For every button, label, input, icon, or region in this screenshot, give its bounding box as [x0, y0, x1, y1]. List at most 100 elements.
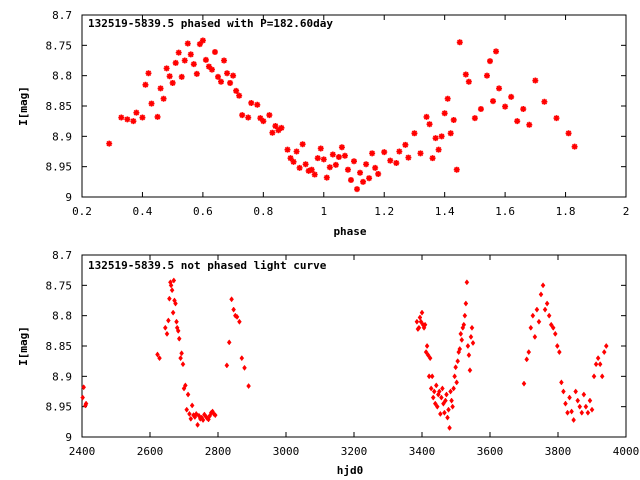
data-point — [571, 143, 578, 150]
data-point — [438, 410, 443, 417]
data-point — [561, 388, 566, 395]
chart-title: 132519-5839.5 not phased light curve — [88, 259, 327, 272]
x-tick-label: 1.2 — [374, 205, 394, 218]
data-point — [418, 318, 424, 325]
data-point — [208, 66, 215, 73]
plot-frame — [81, 254, 627, 438]
data-point — [444, 391, 449, 398]
data-point — [534, 306, 540, 313]
data-point — [461, 321, 467, 328]
y-tick-label: 8.75 — [46, 39, 73, 52]
data-point — [360, 178, 367, 185]
data-point — [526, 349, 532, 356]
data-point — [164, 330, 170, 337]
data-point — [553, 115, 560, 122]
data-point — [444, 95, 451, 102]
data-point — [160, 95, 167, 102]
y-tick-label: 8.8 — [52, 70, 72, 83]
data-point — [293, 148, 300, 155]
data-point — [260, 118, 267, 125]
x-axis-title: hjd0 — [337, 464, 364, 477]
data-point — [155, 351, 160, 358]
y-tick-label: 9 — [65, 431, 72, 444]
data-point — [440, 385, 445, 392]
axis-ticks — [81, 254, 627, 438]
x-tick-label: 0.2 — [72, 205, 92, 218]
data-point — [467, 367, 473, 374]
data-point — [465, 342, 471, 350]
data-point — [302, 161, 309, 168]
data-point — [589, 406, 595, 413]
data-point — [185, 391, 191, 398]
unphased-light-curve-panel: 2400 2600 2800 3000 3200 3400 3600 3800 4000 8.7… — [17, 249, 639, 477]
data-point — [597, 361, 603, 368]
data-point — [443, 397, 448, 404]
data-point — [193, 410, 199, 417]
data-point — [154, 113, 161, 120]
data-point — [142, 81, 149, 88]
data-point — [178, 73, 185, 80]
data-point — [169, 287, 175, 294]
data-point — [425, 352, 431, 359]
y-tick-label: 8.85 — [46, 100, 73, 113]
data-point — [189, 402, 195, 409]
data-point — [447, 130, 454, 137]
data-point — [446, 406, 451, 413]
data-point — [416, 324, 422, 331]
data-point — [579, 409, 585, 416]
phased-light-curve-panel: 0.2 0.4 0.6 0.8 1 1.2 1.4 1.6 1.8 2 8.7 8.75 8.8 8.8… — [17, 9, 629, 238]
data-point — [435, 146, 442, 153]
data-point — [335, 153, 342, 160]
x-tick-label: 1.8 — [556, 205, 576, 218]
data-point — [170, 309, 176, 316]
data-point — [239, 355, 245, 362]
data-point — [372, 164, 379, 171]
data-point — [449, 397, 454, 404]
data-point — [239, 112, 246, 119]
data-point — [463, 300, 469, 307]
data-point — [532, 333, 538, 340]
data-point — [469, 324, 475, 331]
data-point — [205, 63, 212, 70]
y-tick-label: 8.75 — [46, 279, 73, 292]
data-point — [363, 161, 370, 168]
data-point — [462, 71, 469, 78]
data-point — [431, 388, 437, 395]
data-point — [351, 158, 357, 165]
data-point — [347, 177, 354, 184]
data-point — [483, 72, 490, 79]
data-point — [173, 300, 178, 307]
data-point — [508, 93, 515, 100]
data-point — [450, 403, 455, 410]
data-point — [458, 330, 464, 337]
data-point — [230, 72, 237, 79]
data-point — [441, 400, 446, 407]
data-point — [530, 312, 536, 319]
data-point — [178, 355, 183, 362]
x-tick-label: 3600 — [477, 445, 504, 458]
data-point — [381, 149, 388, 156]
data-point — [453, 166, 460, 173]
data-point — [166, 317, 171, 324]
data-point — [434, 403, 440, 410]
x-tick-label: 2400 — [69, 445, 96, 458]
plot-frame — [81, 14, 627, 198]
data-point — [320, 156, 327, 163]
data-point — [187, 410, 192, 417]
data-point — [581, 391, 587, 398]
data-point — [540, 282, 546, 289]
data-point — [246, 383, 251, 390]
data-point — [190, 61, 197, 68]
x-tick-labels: 2400 2600 2800 3000 3200 3400 3600 3800 4000 — [69, 445, 640, 458]
data-point — [601, 349, 607, 356]
data-point — [514, 118, 521, 125]
data-point — [577, 403, 583, 410]
data-point — [563, 400, 568, 407]
data-point — [571, 417, 576, 424]
data-point — [369, 150, 376, 157]
data-point — [603, 342, 609, 350]
data-point — [234, 313, 240, 320]
data-point — [532, 77, 539, 84]
data-point — [585, 409, 591, 416]
